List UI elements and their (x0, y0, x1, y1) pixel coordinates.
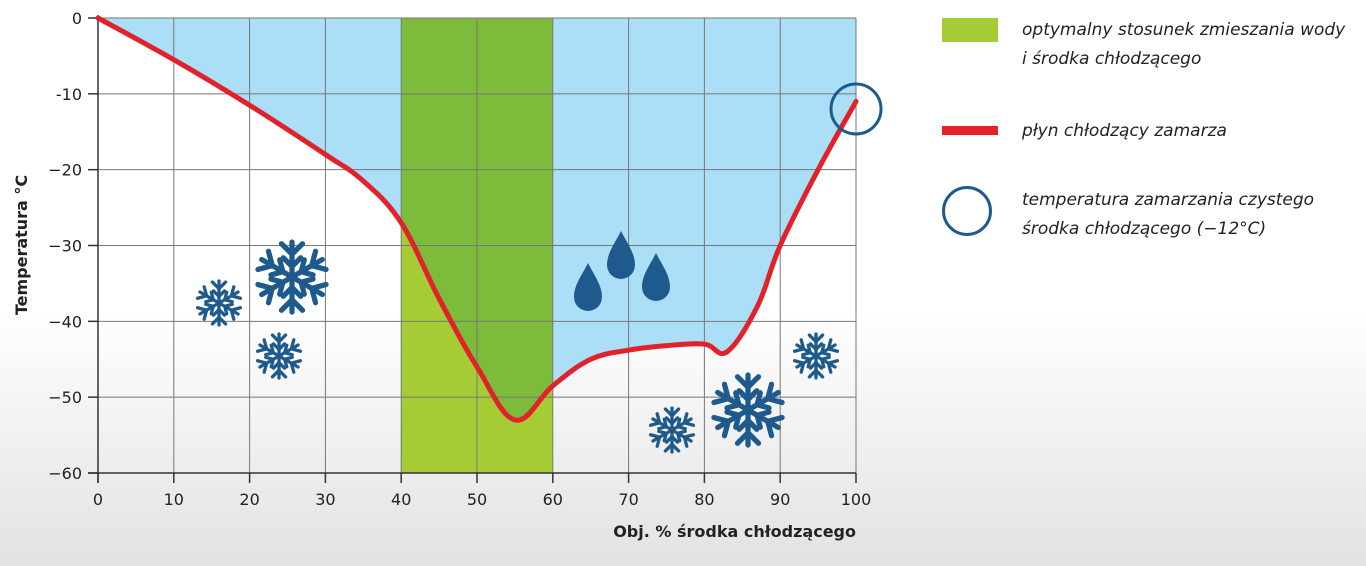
snowflake-icon (712, 375, 783, 445)
freezing-point-chart: 0 10 20 30 40 50 60 70 80 90 100 0 -10 −20 −30 −40 −50 −… (12, 9, 883, 541)
x-tick-label: 100 (841, 490, 872, 509)
x-tick-label: 60 (543, 490, 563, 509)
y-tick-label: 0 (72, 9, 82, 28)
x-tick-label: 10 (164, 490, 184, 509)
y-tick-label: −20 (48, 161, 82, 180)
x-tick-label: 90 (770, 490, 790, 509)
y-axis-title: Temperatura °C (12, 175, 31, 315)
legend-circle-icon (942, 186, 992, 236)
snowflakes-right (650, 334, 839, 452)
x-tick-label: 30 (315, 490, 335, 509)
x-tick-label: 50 (467, 490, 487, 509)
pure-coolant-freezing-marker (829, 82, 883, 136)
y-tick-label: −50 (48, 388, 82, 407)
series-line-freezing (95, 15, 859, 423)
legend-label-pure-coolant: temperatura zamarzania czystego środka c… (1022, 190, 1315, 239)
y-tick-label: −60 (48, 464, 82, 483)
x-tick-label: 0 (93, 490, 103, 509)
legend-swatch-green (942, 18, 998, 42)
snowflake-icon (256, 242, 327, 312)
x-axis-ticks: 0 10 20 30 40 50 60 70 80 90 100 (93, 473, 871, 509)
legend-label-freezing: płyn chłodzący zamarza (1022, 121, 1227, 141)
y-tick-label: −40 (48, 312, 82, 331)
optimal-range-lower-fill (401, 222, 553, 473)
x-tick-label: 40 (391, 490, 411, 509)
plot-area: 0 10 20 30 40 50 60 70 80 90 100 0 -10 −20 −30 −40 −50 −… (48, 9, 883, 509)
x-tick-label: 20 (239, 490, 259, 509)
axes (88, 15, 856, 483)
y-tick-label: -10 (56, 85, 82, 104)
snowflake-icon (197, 281, 242, 325)
x-tick-label: 80 (694, 490, 714, 509)
y-axis-ticks: 0 -10 −20 −30 −40 −50 −60 (48, 9, 98, 483)
y-tick-label: −30 (48, 237, 82, 256)
legend-swatch-red (942, 126, 998, 135)
legend-label-optimal: optymalny stosunek zmieszania wody i śro… (1022, 20, 1346, 69)
snowflake-icon (650, 408, 695, 452)
snowflake-icon (794, 334, 839, 378)
snowflake-icon (257, 334, 302, 378)
snowflakes-left (197, 242, 328, 378)
x-tick-label: 70 (618, 490, 638, 509)
x-axis-title: Obj. % środka chłodzącego (613, 522, 856, 541)
